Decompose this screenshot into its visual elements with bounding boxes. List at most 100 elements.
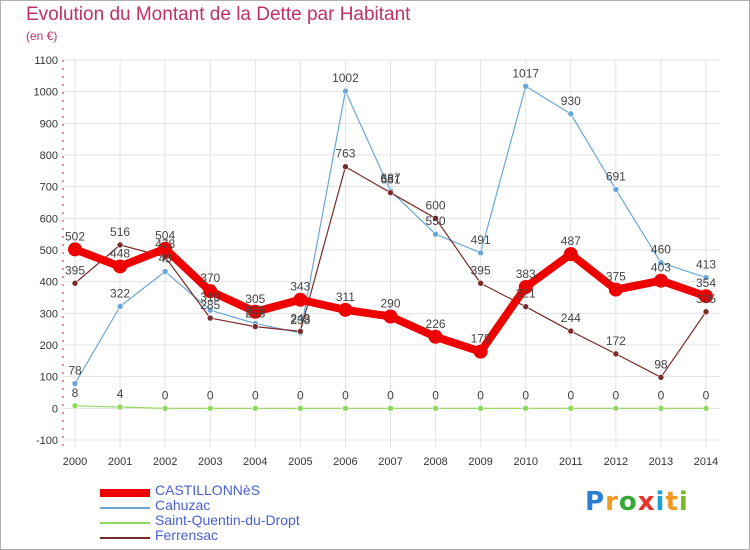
data-label: 395: [65, 263, 85, 277]
legend-swatch: [100, 507, 150, 509]
data-label: 1002: [332, 71, 359, 85]
data-point: [653, 273, 668, 288]
data-point: [206, 314, 214, 322]
data-label: 354: [696, 276, 716, 290]
data-label: 268: [245, 303, 265, 317]
data-label: 290: [380, 297, 400, 311]
data-label: 383: [516, 267, 536, 281]
legend-item: CASTILLONNèS: [100, 482, 360, 500]
x-tick-label: 2008: [423, 456, 447, 468]
data-point: [657, 373, 665, 381]
data-label: 285: [200, 298, 220, 312]
data-label: 0: [522, 388, 529, 402]
y-tick-label: 700: [40, 182, 58, 194]
x-tick-label: 2013: [649, 456, 673, 468]
data-label: 478: [155, 237, 175, 251]
data-label: 0: [162, 388, 169, 402]
data-label: 375: [606, 270, 626, 284]
data-point: [251, 405, 259, 412]
data-point: [387, 405, 394, 412]
data-point: [518, 280, 533, 295]
legend-swatch: [100, 537, 150, 539]
x-tick-label: 2010: [513, 456, 537, 468]
y-tick-label: 100: [40, 372, 58, 384]
data-point: [428, 329, 443, 344]
data-point: [71, 380, 79, 387]
data-point: [68, 242, 82, 257]
data-point: [612, 405, 620, 412]
data-point: [71, 279, 79, 287]
data-label: 691: [606, 170, 626, 184]
data-label: 43: [158, 252, 172, 266]
data-label: 310: [200, 290, 220, 304]
data-point: [116, 303, 124, 310]
data-point: [113, 259, 128, 274]
y-tick-label: 800: [40, 150, 58, 162]
data-point: [612, 186, 620, 193]
data-point: [432, 405, 439, 412]
data-point: [116, 241, 124, 249]
y-tick-label: 900: [40, 118, 58, 130]
x-tick-label: 2000: [63, 456, 87, 468]
data-point: [383, 309, 398, 324]
data-label: 238: [290, 313, 310, 327]
grid: [63, 59, 720, 448]
data-label: 172: [606, 334, 626, 348]
data-point: [206, 405, 214, 412]
data-label: 244: [561, 311, 581, 325]
y-tick-label: -100: [36, 435, 58, 447]
legend-swatch: [100, 489, 150, 497]
data-label: 504: [155, 229, 175, 243]
data-point: [116, 403, 124, 411]
data-label: 0: [658, 388, 665, 402]
data-label: 370: [200, 271, 220, 285]
data-label: 0: [252, 388, 259, 402]
data-point: [342, 163, 349, 171]
data-point: [387, 189, 394, 196]
data-point: [248, 304, 263, 319]
data-point: [338, 302, 353, 317]
data-label: 4: [117, 387, 124, 401]
data-label: 8: [72, 386, 79, 400]
y-tick-label: 300: [40, 308, 58, 320]
x-tick-label: 2002: [153, 456, 177, 468]
data-point: [477, 249, 484, 257]
x-tick-label: 2004: [243, 456, 267, 468]
data-point: [567, 110, 575, 118]
x-tick-label: 2006: [333, 456, 357, 468]
logo-letter: o: [618, 487, 638, 517]
legend-label: Cahuzac: [155, 497, 211, 513]
data-point: [203, 284, 218, 299]
data-label: 763: [335, 147, 355, 161]
x-tick-label: 2012: [604, 456, 628, 468]
legend-item: Ferrensac: [100, 527, 360, 545]
data-label: 413: [696, 258, 716, 272]
data-point: [297, 328, 304, 335]
y-tick-label: 400: [40, 277, 58, 289]
data-point: [522, 303, 530, 310]
data-label: 448: [110, 246, 130, 260]
data-point: [161, 268, 169, 275]
data-point: [702, 405, 710, 412]
data-label: 0: [207, 388, 214, 402]
data-point: [473, 344, 488, 359]
axes: -100010020030040050060070080090010001100…: [34, 55, 719, 468]
y-tick-label: 1000: [34, 87, 58, 99]
data-label: 600: [426, 198, 446, 212]
y-tick-label: 200: [40, 340, 58, 352]
chart-title: Evolution du Montant de la Dette par Hab…: [26, 4, 411, 25]
data-label: 1017: [512, 66, 539, 80]
data-label: 460: [651, 243, 671, 257]
logo-letter: P: [585, 487, 606, 517]
x-tick-label: 2011: [559, 456, 583, 468]
logo-letter: i: [678, 487, 689, 517]
data-label: 78: [68, 364, 82, 378]
data-point: [158, 241, 173, 256]
data-label: 395: [471, 263, 491, 277]
data-label: 243: [290, 311, 310, 325]
x-tick-label: 2009: [468, 456, 492, 468]
data-label: 0: [342, 388, 349, 402]
data-point: [71, 402, 79, 410]
data-label: 687: [380, 171, 400, 185]
